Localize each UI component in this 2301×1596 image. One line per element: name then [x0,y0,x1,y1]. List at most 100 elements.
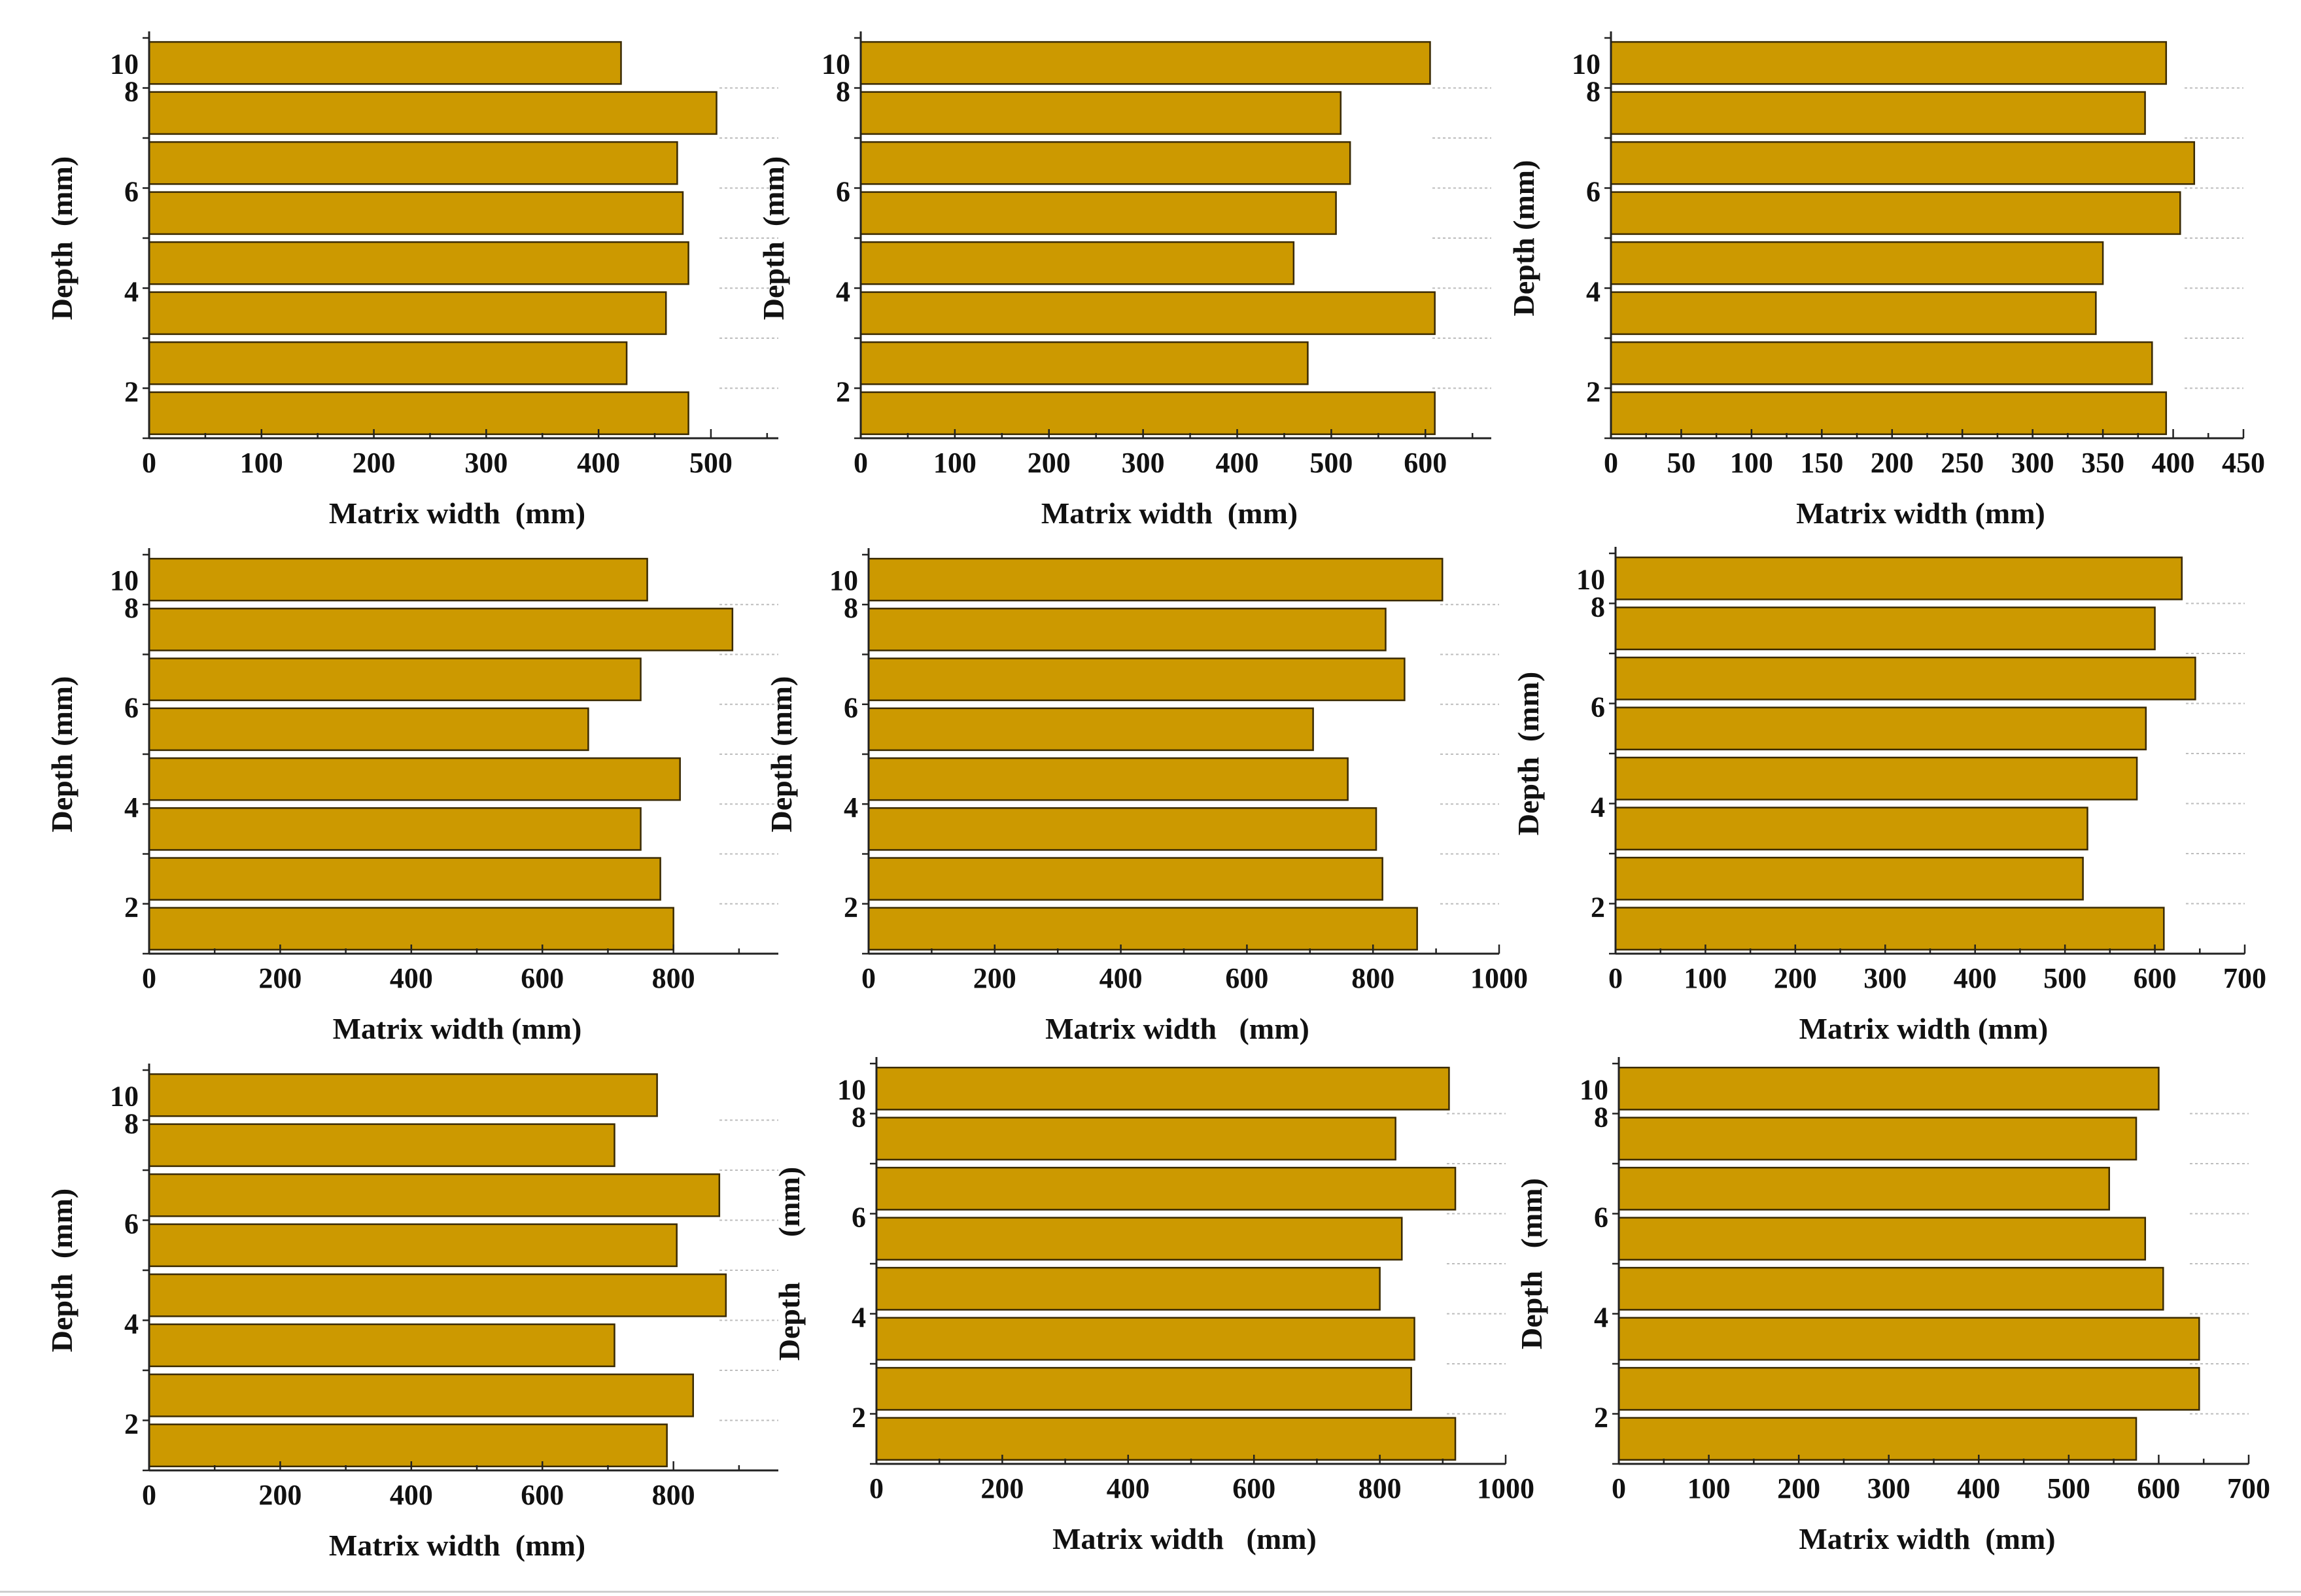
bar-1 [148,391,689,436]
bar-4 [875,1266,1381,1311]
x-tick-label: 300 [1122,447,1165,479]
y-tick-label: 10 [1580,1073,1608,1105]
x-tick-label: 800 [652,1479,695,1511]
bar-4 [1610,241,2104,285]
x-tick-label: 500 [689,447,733,479]
bar-6 [875,1166,1457,1211]
x-tick-label: 300 [1863,962,1907,994]
x-tick-label: 100 [1684,962,1727,994]
bar-6 [867,657,1406,701]
bar-7 [1610,91,2146,135]
bar-3 [148,1323,615,1368]
x-tick-label: 0 [1604,447,1618,479]
x-tick-label: 100 [1687,1472,1731,1504]
bar-1 [148,907,674,951]
bar-4 [859,241,1295,285]
y-tick-label: 8 [1594,1101,1608,1133]
bar-5 [867,707,1314,752]
x-tick-label: 200 [1871,447,1914,479]
bar-5 [148,191,684,235]
bar-8 [1614,556,2183,600]
x-tick-label: 200 [258,962,302,994]
bar-8 [875,1066,1450,1111]
x-tick-label: 600 [1225,962,1268,994]
bar-5 [1618,1217,2147,1261]
y-tick-label: 6 [1594,1201,1608,1233]
x-tick-label: 1000 [1470,962,1528,994]
x-tick-label: 350 [2081,447,2124,479]
y-tick-label: 10 [822,48,850,80]
y-tick-label: 10 [1572,48,1600,80]
x-tick-label: 400 [2152,447,2195,479]
x-tick-label: 0 [142,962,156,994]
y-axis-title: Depth (mm) [45,156,78,320]
x-tick-label: 200 [1028,447,1071,479]
bar-5 [1610,191,2181,235]
bar-2 [148,857,661,901]
x-tick-label: 300 [464,447,508,479]
x-tick-label: 200 [1777,1472,1820,1504]
x-tick-label: 0 [1612,1472,1626,1504]
y-tick-label: 4 [836,275,850,307]
bar-chart-panel-5: 0 200 400 600 800 1000 2 4 6 810 Matrix width (mm)… [765,548,1528,1045]
x-tick-label: 100 [1730,447,1773,479]
x-tick-label: 400 [1216,447,1259,479]
bar-3 [148,291,667,336]
y-tick-label: 2 [124,375,139,408]
bar-3 [148,807,642,851]
x-tick-label: 1000 [1477,1472,1534,1504]
y-tick-label: 6 [844,692,858,724]
bar-2 [1618,1366,2200,1411]
bar-3 [1618,1317,2200,1361]
y-tick-label: 4 [844,791,858,824]
x-tick-label: 200 [980,1472,1024,1504]
bar-4 [1618,1266,2164,1311]
x-tick-label: 400 [1099,962,1143,994]
bar-6 [1618,1166,2111,1211]
bar-7 [148,1123,615,1168]
x-tick-label: 0 [142,1479,156,1511]
bar-1 [859,391,1436,436]
y-axis-title: Depth (mm) [1507,160,1540,317]
y-tick-label: 4 [1586,275,1600,307]
bar-chart-panel-3: 0 50 100 150 200 250 300 350 400 450 2 4 6 810 Matrix … [1507,31,2265,530]
y-tick-label: 4 [852,1301,866,1333]
y-tick-label: 4 [124,1308,139,1340]
y-tick-label: 8 [124,1107,139,1139]
bar-7 [148,91,718,135]
bar-chart-panel-7: 0 200 400 600 800 2 4 6 810 Matrix width (mm) Dept… [45,1064,778,1562]
bar-5 [875,1217,1403,1261]
x-tick-label: 150 [1800,447,1843,479]
y-tick-label: 6 [836,175,850,207]
y-tick-label: 8 [836,75,850,107]
bar-2 [1614,856,2084,901]
x-axis-title: Matrix width (mm) [1041,496,1298,530]
bar-chart-panel-1: 0 100 200 300 400 500 2 4 6 810 Matrix width (mm) D… [45,31,778,530]
x-tick-label: 800 [1358,1472,1402,1504]
x-axis-title: Matrix width (mm) [1799,1522,2055,1555]
bar-chart-panel-4: 0 200 400 600 800 2 4 6 810 Matrix width (mm) Dept… [45,548,778,1045]
y-tick-label: 4 [1591,791,1605,823]
x-tick-label: 400 [1954,962,1997,994]
bar-8 [148,41,622,85]
bar-3 [859,291,1436,336]
x-tick-label: 0 [142,447,156,479]
x-tick-label: 700 [2223,962,2266,994]
bar-8 [859,41,1431,85]
y-tick-label: 8 [124,592,139,624]
y-tick-label: 2 [1586,375,1600,408]
bar-6 [859,141,1351,185]
x-tick-label: 500 [2043,962,2086,994]
x-axis-title: Matrix width (mm) [1052,1522,1317,1555]
y-tick-label: 2 [836,375,850,408]
x-tick-label: 0 [861,962,876,994]
x-tick-label: 600 [2134,962,2177,994]
bar-3 [867,807,1377,851]
x-axis-title: Matrix width (mm) [333,1012,582,1045]
x-tick-label: 600 [1404,447,1447,479]
y-tick-label: 2 [1591,891,1605,923]
y-axis-title: Depth (mm) [1515,1178,1548,1349]
y-tick-label: 8 [844,592,858,624]
x-tick-label: 400 [577,447,620,479]
